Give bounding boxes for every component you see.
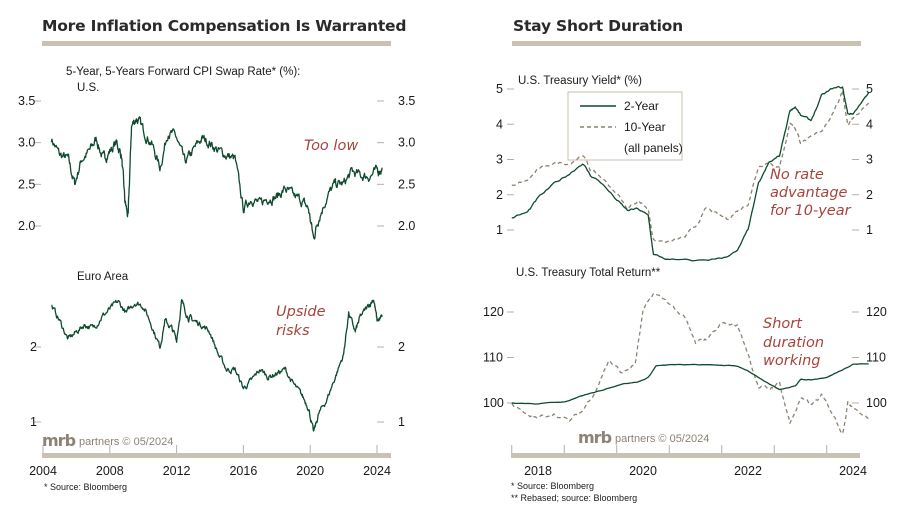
- brand-text: partners © 05/2024: [615, 433, 709, 445]
- legend-note: (all panels): [624, 141, 683, 155]
- right-panel-title: Stay Short Duration: [513, 17, 683, 35]
- us_swap-ytick-label-left: 2.0: [18, 219, 35, 233]
- left-brand: mrb partners © 05/2024: [42, 431, 173, 450]
- legend-label-2yr: 2-Year: [624, 99, 659, 113]
- euro_swap-ytick-label-right: 2: [398, 340, 405, 354]
- left-panel-title: More Inflation Compensation Is Warranted: [42, 17, 407, 35]
- annotation-short-2: duration: [763, 335, 824, 351]
- right-title-rule: [512, 41, 861, 46]
- annotation-too-low: Too low: [304, 138, 358, 154]
- us_swap-ytick-label-left: 3.5: [18, 94, 35, 108]
- legend-label-10yr: 10-Year: [624, 120, 666, 134]
- euro-chart-subtitle: Euro Area: [77, 271, 129, 283]
- us_swap-ytick-label-right: 3.0: [398, 136, 415, 150]
- legend: 2-Year 10-Year (all panels): [567, 91, 683, 161]
- ust_yield-series-10-year: [511, 89, 870, 244]
- ust_yield-ytick-label-right: 2: [866, 188, 873, 202]
- right-xtick-label: 2022: [734, 464, 762, 478]
- right-x-axis-bar: [511, 453, 860, 458]
- us_swap-ytick-label-left: 2.5: [18, 177, 35, 191]
- ust_total_return-ytick-label-left: 120: [483, 305, 504, 319]
- brand-logo: mrb: [578, 428, 612, 447]
- ust_yield-ytick-label-left: 1: [496, 223, 503, 237]
- us_swap-ytick-label-right: 3.5: [398, 94, 415, 108]
- left-footnote: * Source: Bloomberg: [44, 482, 127, 492]
- left-xtick-label: 2012: [163, 464, 191, 478]
- right-footnote-1: * Source: Bloomberg: [511, 481, 594, 491]
- left-xtick-label: 2016: [229, 464, 257, 478]
- ust_yield-ytick-label-right: 5: [866, 82, 873, 96]
- left-x-axis-bar: [42, 453, 391, 458]
- right-xtick-label: 2024: [839, 464, 867, 478]
- left-title-rule: [42, 41, 391, 46]
- left-xtick-label: 2024: [363, 464, 391, 478]
- annotation-short-1: Short: [763, 316, 803, 332]
- return-chart-title: U.S. Treasury Total Return**: [516, 267, 661, 279]
- ust_yield-ytick-label-right: 4: [866, 117, 873, 131]
- ust_total_return-ytick-label-right: 100: [866, 396, 887, 410]
- us_swap-series-u-s-: [50, 116, 383, 240]
- annotation-no-rate-2: advantage: [770, 185, 848, 201]
- ust_yield-ytick-label-left: 2: [496, 188, 503, 202]
- us-chart-subtitle: U.S.: [77, 82, 99, 94]
- annotation-risks: risks: [276, 323, 310, 339]
- ust_yield-ytick-label-left: 4: [496, 117, 503, 131]
- ust_yield-ytick-label-left: 5: [496, 82, 503, 96]
- euro_swap-ytick-label-left: 1: [30, 415, 37, 429]
- brand-logo: mrb: [42, 431, 76, 450]
- ust_total_return-series-2-year: [511, 363, 869, 405]
- euro_swap-ytick-label-left: 2: [30, 340, 37, 354]
- right-brand: mrb partners © 05/2024: [578, 428, 709, 447]
- us_swap-ytick-label-right: 2.5: [398, 177, 415, 191]
- ust_total_return-series-10-year: [511, 292, 870, 435]
- annotation-no-rate-1: No rate: [770, 167, 824, 183]
- euro_swap-series-euro-area: [51, 299, 383, 432]
- us_swap-ytick-label-right: 2.0: [398, 219, 415, 233]
- us-chart-title: 5-Year, 5-Years Forward CPI Swap Rate* (…: [66, 66, 300, 78]
- left-xtick-label: 2020: [296, 464, 324, 478]
- ust_total_return-ytick-label-left: 110: [483, 351, 503, 365]
- ust_total_return-ytick-label-right: 110: [866, 351, 886, 365]
- ust_yield-ytick-label-right: 1: [866, 223, 873, 237]
- left-xtick-label: 2008: [96, 464, 124, 478]
- right-footnote-2: ** Rebased; source: Bloomberg: [511, 493, 637, 503]
- us_swap-ytick-label-left: 3.0: [18, 136, 35, 150]
- annotation-short-3: working: [763, 353, 821, 369]
- legend-box: [567, 91, 683, 161]
- annotation-upside: Upside: [276, 304, 326, 320]
- brand-text: partners © 05/2024: [79, 436, 173, 448]
- left-xtick-label: 2004: [29, 464, 57, 478]
- ust_total_return-ytick-label-right: 120: [866, 305, 887, 319]
- right-xtick-label: 2020: [629, 464, 657, 478]
- annotation-no-rate-3: for 10-year: [770, 203, 852, 219]
- ust_yield-series-2-year: [511, 85, 870, 262]
- ust_yield-ytick-label-right: 3: [866, 153, 873, 167]
- chart-marks: 3.5 3.5 3.0 3.0 2.5 2.5 2.0 2.0 2 2 1 1 5 5 4 4 3 3 2 2 1 1 12…: [18, 82, 887, 478]
- right-xtick-label: 2018: [524, 464, 552, 478]
- ust_yield-ytick-label-left: 3: [496, 153, 503, 167]
- yield-chart-title: U.S. Treasury Yield* (%): [518, 75, 642, 87]
- ust_total_return-ytick-label-left: 100: [483, 396, 504, 410]
- euro_swap-ytick-label-right: 1: [398, 415, 405, 429]
